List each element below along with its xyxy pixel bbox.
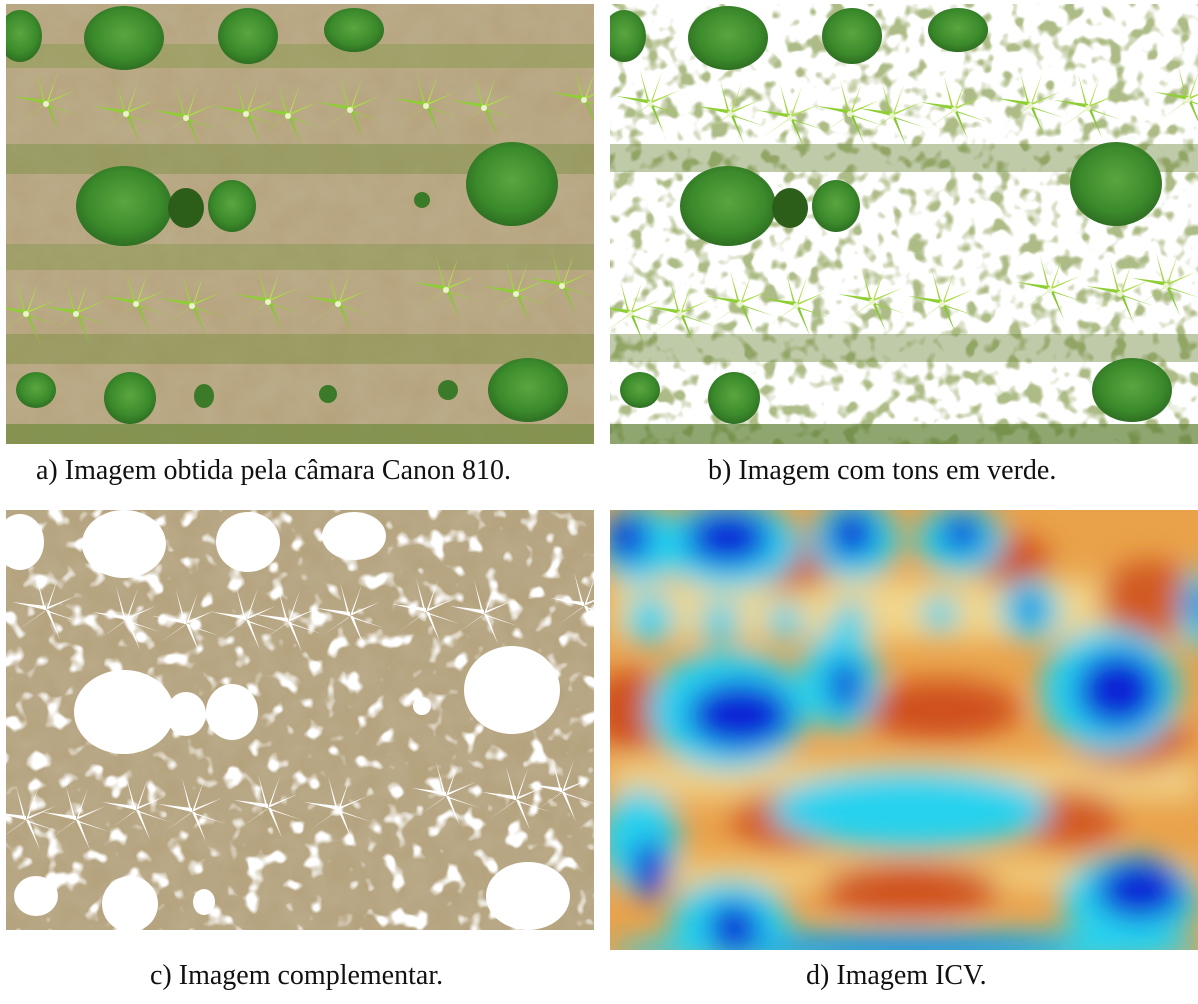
aerial-photo [6,4,594,444]
panel-b-green-tones [610,4,1198,444]
caption-b: b) Imagem com tons em verde. [708,455,1057,486]
green-tones-image [610,4,1198,444]
panel-a-original-photo [6,4,594,444]
caption-a: a) Imagem obtida pela câmara Canon 810. [36,455,512,486]
panel-d-icv-heatmap [610,510,1198,950]
caption-d: d) Imagem ICV. [806,960,987,991]
panel-c-complementary [6,510,594,950]
caption-c: c) Imagem complementar. [150,960,444,991]
icv-heatmap [610,510,1198,950]
complementary-image [6,510,594,950]
